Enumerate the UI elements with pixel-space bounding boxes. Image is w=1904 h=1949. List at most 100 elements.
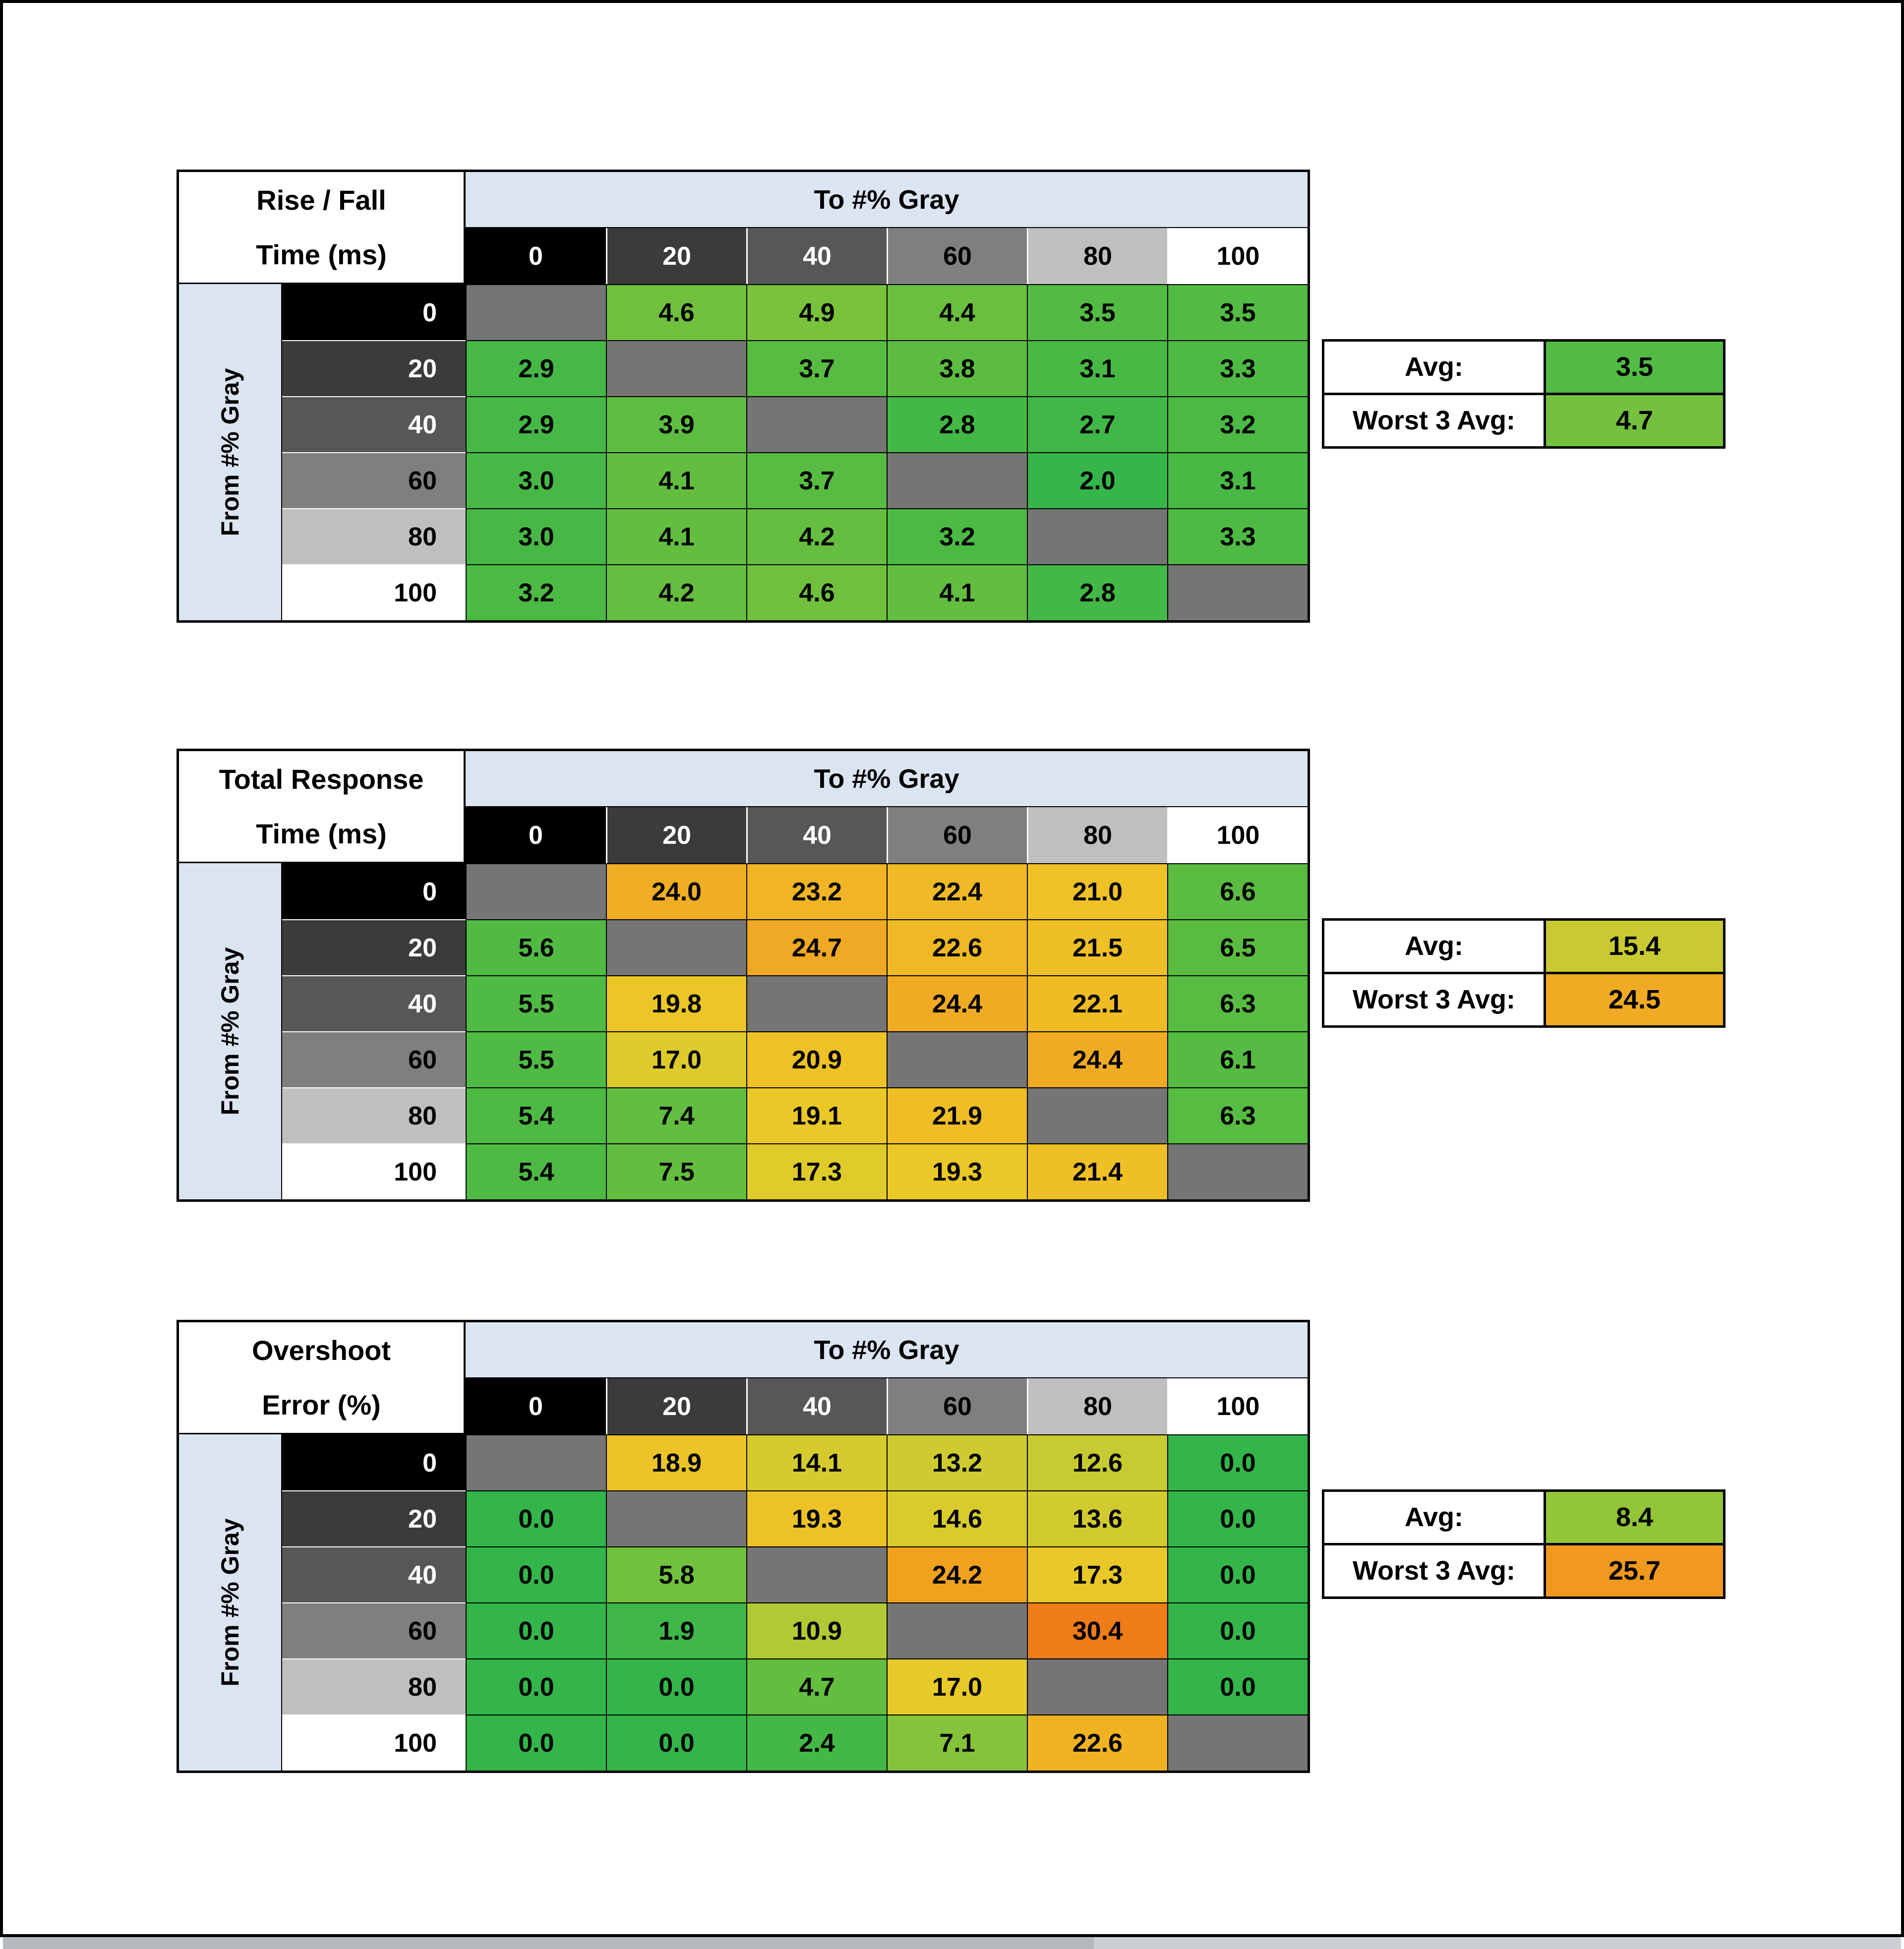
diagonal-cell	[887, 1031, 1027, 1087]
summary-block: Avg: 15.4 Worst 3 Avg: 24.5	[1322, 918, 1726, 1028]
table-title-line2: Time (ms)	[256, 818, 387, 849]
summary-block: Avg: 8.4 Worst 3 Avg: 25.7	[1322, 1489, 1726, 1599]
col-header-80: 80	[1027, 807, 1167, 863]
row-header-0: 0	[282, 863, 466, 919]
value-cell: 17.3	[746, 1143, 887, 1199]
value-cell: 12.6	[1027, 1434, 1167, 1490]
value-cell: 23.2	[746, 863, 887, 919]
value-cell: 6.6	[1167, 863, 1308, 919]
table-title: Rise / Fall Time (ms)	[179, 172, 466, 284]
value-cell: 14.1	[746, 1434, 887, 1490]
to-gray-band: To #% Gray	[466, 1322, 1308, 1378]
row-header-80: 80	[282, 1087, 466, 1143]
value-cell: 0.0	[1167, 1602, 1308, 1658]
worst3-label: Worst 3 Avg:	[1322, 1543, 1546, 1599]
avg-label: Avg:	[1322, 339, 1546, 395]
row-header-60: 60	[282, 1602, 466, 1658]
value-cell: 1.9	[606, 1602, 746, 1658]
scrollbar-thumb[interactable]	[3, 1937, 1094, 1949]
worst3-label: Worst 3 Avg:	[1322, 393, 1546, 449]
value-cell: 0.0	[606, 1658, 746, 1714]
value-cell: 5.4	[466, 1087, 606, 1143]
value-cell: 0.0	[466, 1714, 606, 1771]
heatmap-table-total-response-time: Total Response Time (ms) To #% Gray 0 20 40 60…	[177, 749, 1310, 1202]
value-cell: 3.0	[466, 508, 606, 564]
value-cell: 21.5	[1027, 919, 1167, 975]
value-cell: 24.4	[1027, 1031, 1167, 1087]
value-cell: 4.2	[746, 508, 887, 564]
diagonal-cell	[606, 919, 746, 975]
value-cell: 6.3	[1167, 1087, 1308, 1143]
value-cell: 18.9	[606, 1434, 746, 1490]
value-cell: 2.8	[887, 396, 1027, 452]
col-header-60: 60	[887, 807, 1027, 863]
value-cell: 3.5	[1027, 284, 1167, 340]
col-header-100: 100	[1167, 228, 1308, 284]
value-cell: 4.7	[746, 1658, 887, 1714]
value-cell: 22.6	[1027, 1714, 1167, 1771]
row-header-0: 0	[282, 284, 466, 340]
col-header-40: 40	[746, 228, 887, 284]
value-cell: 5.5	[466, 975, 606, 1031]
value-cell: 3.3	[1167, 340, 1308, 396]
value-cell: 4.6	[606, 284, 746, 340]
value-cell: 4.1	[887, 564, 1027, 620]
value-cell: 0.0	[1167, 1490, 1308, 1546]
row-header-100: 100	[282, 1714, 466, 1771]
value-cell: 4.6	[746, 564, 887, 620]
table-title-line1: Overshoot	[251, 1334, 391, 1366]
value-cell: 2.4	[746, 1714, 887, 1771]
row-header-100: 100	[282, 1143, 466, 1199]
value-cell: 24.2	[887, 1546, 1027, 1602]
value-cell: 3.2	[466, 564, 606, 620]
heatmap-group-rise-fall-time: Rise / Fall Time (ms) To #% Gray 0 20 40 60 80 1…	[177, 170, 1726, 623]
value-cell: 3.1	[1167, 452, 1308, 508]
diagonal-cell	[1167, 564, 1308, 620]
horizontal-scrollbar[interactable]	[3, 1937, 1901, 1949]
value-cell: 24.4	[887, 975, 1027, 1031]
value-cell: 4.1	[606, 508, 746, 564]
value-cell: 14.6	[887, 1490, 1027, 1546]
value-cell: 19.1	[746, 1087, 887, 1143]
to-gray-band: To #% Gray	[466, 751, 1308, 807]
col-header-60: 60	[887, 1378, 1027, 1434]
diagonal-cell	[1027, 1087, 1167, 1143]
col-header-20: 20	[606, 1378, 746, 1434]
value-cell: 3.7	[746, 340, 887, 396]
heatmap-group-total-response-time: Total Response Time (ms) To #% Gray 0 20 40 60…	[177, 749, 1726, 1202]
col-header-100: 100	[1167, 1378, 1308, 1434]
avg-value: 3.5	[1546, 339, 1726, 395]
value-cell: 7.4	[606, 1087, 746, 1143]
value-cell: 0.0	[606, 1714, 746, 1771]
from-gray-label: From #% Gray	[216, 947, 244, 1116]
row-header-80: 80	[282, 1658, 466, 1714]
table-title-line2: Error (%)	[262, 1389, 381, 1420]
worst3-value: 4.7	[1546, 393, 1726, 449]
value-cell: 0.0	[1167, 1546, 1308, 1602]
value-cell: 6.3	[1167, 975, 1308, 1031]
heatmap-table-rise-fall-time: Rise / Fall Time (ms) To #% Gray 0 20 40 60 80 1…	[177, 170, 1310, 623]
row-header-20: 20	[282, 919, 466, 975]
value-cell: 24.0	[606, 863, 746, 919]
col-header-40: 40	[746, 1378, 887, 1434]
value-cell: 5.6	[466, 919, 606, 975]
to-gray-band: To #% Gray	[466, 172, 1308, 228]
value-cell: 0.0	[1167, 1434, 1308, 1490]
avg-row: Avg: 8.4	[1322, 1489, 1726, 1545]
from-gray-band: From #% Gray	[179, 284, 282, 620]
table-title: Overshoot Error (%)	[179, 1322, 466, 1434]
value-cell: 0.0	[466, 1490, 606, 1546]
table-title-line1: Total Response	[219, 763, 424, 795]
value-cell: 7.5	[606, 1143, 746, 1199]
col-header-20: 20	[606, 228, 746, 284]
value-cell: 17.0	[887, 1658, 1027, 1714]
col-header-20: 20	[606, 807, 746, 863]
diagonal-cell	[746, 396, 887, 452]
diagonal-cell	[1027, 508, 1167, 564]
diagonal-cell	[887, 452, 1027, 508]
row-header-60: 60	[282, 1031, 466, 1087]
value-cell: 0.0	[1167, 1658, 1308, 1714]
value-cell: 5.5	[466, 1031, 606, 1087]
value-cell: 2.7	[1027, 396, 1167, 452]
